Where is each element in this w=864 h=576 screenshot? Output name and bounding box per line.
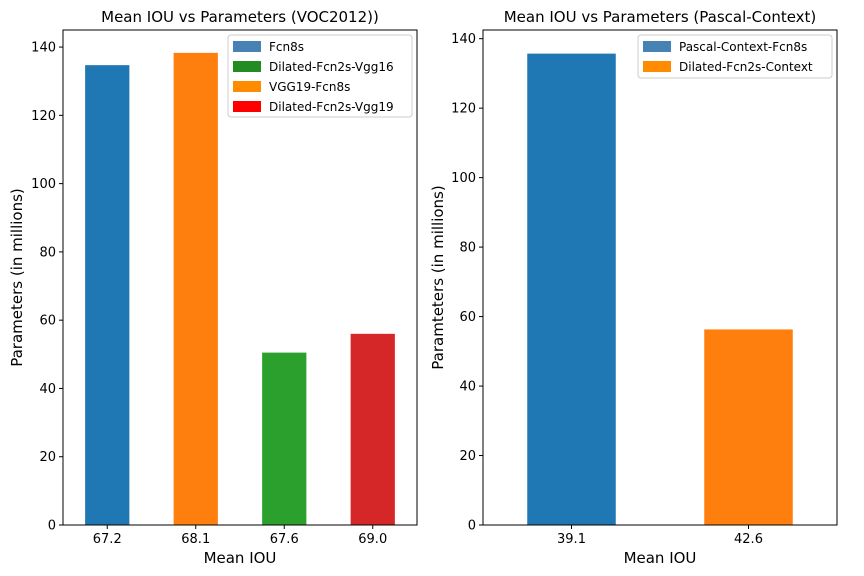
x-tick-label: 67.6 <box>270 532 299 547</box>
y-tick-label: 40 <box>39 382 56 397</box>
bar-group <box>527 53 793 525</box>
plot-frame <box>62 29 418 526</box>
legend-label: VGG19-Fcn8s <box>269 80 350 94</box>
x-tick-label: 69.0 <box>358 532 387 547</box>
y-axis-label: Parameters (in millions) <box>8 188 26 367</box>
x-axis-label: Mean IOU <box>204 549 277 567</box>
plot-frame <box>482 29 838 526</box>
y-tick-label: 0 <box>468 519 476 534</box>
bar-67-6 <box>262 352 307 525</box>
y-tick-label: 20 <box>39 450 56 465</box>
y-axis: 0 20 40 60 80 100 120 140 <box>31 41 63 534</box>
x-tick-label: 68.1 <box>181 532 210 547</box>
legend-label: Dilated-Fcn2s-Context <box>679 60 813 74</box>
y-tick-label: 60 <box>39 314 56 329</box>
chart-title: Mean IOU vs Parameters (VOC2012)) <box>101 8 379 26</box>
x-tick-label: 39.1 <box>557 532 586 547</box>
y-tick-label: 80 <box>459 241 476 256</box>
legend: Pascal-Context-Fcn8s Dilated-Fcn2s-Contex… <box>637 34 833 79</box>
y-tick-label: 80 <box>39 245 56 260</box>
y-tick-label: 20 <box>459 449 476 464</box>
x-axis: 67.2 68.1 67.6 69.0 <box>93 525 387 547</box>
y-tick-label: 100 <box>31 177 56 192</box>
legend-label: Dilated-Fcn2s-Vgg16 <box>269 60 394 74</box>
legend-frame <box>227 34 413 118</box>
y-tick-label: 60 <box>459 310 476 325</box>
x-tick-label: 67.2 <box>93 532 122 547</box>
chart-voc2012: Mean IOU vs Parameters (VOC2012)) 0 20 40 6… <box>8 8 418 567</box>
legend: Fcn8s Dilated-Fcn2s-Vgg16 VGG19-Fcn8s Dilat… <box>227 34 413 118</box>
y-tick-label: 140 <box>451 32 476 47</box>
bar-68-1 <box>173 52 218 526</box>
chart-pascal-context: Mean IOU vs Parameters (Pascal-Context) … <box>429 8 838 567</box>
x-axis-label: Mean IOU <box>624 549 697 567</box>
x-tick-label: 42.6 <box>734 532 763 547</box>
y-axis-label: Paramteters (in millions) <box>429 185 447 369</box>
legend-label: Fcn8s <box>269 40 304 54</box>
y-axis: 0 20 40 60 80 100 120 140 <box>451 32 483 534</box>
bar-67-2 <box>85 65 130 525</box>
legend-swatch <box>233 101 261 112</box>
y-tick-label: 120 <box>31 109 56 124</box>
bar-69-0 <box>350 333 395 525</box>
y-tick-label: 140 <box>31 41 56 56</box>
y-tick-label: 0 <box>48 519 56 534</box>
chart-title: Mean IOU vs Parameters (Pascal-Context) <box>504 8 817 26</box>
y-tick-label: 40 <box>459 380 476 395</box>
bar-39-1 <box>527 53 616 525</box>
legend-swatch <box>233 81 261 92</box>
legend-swatch <box>643 41 671 52</box>
y-tick-label: 100 <box>451 171 476 186</box>
legend-swatch <box>233 41 261 52</box>
legend-label: Dilated-Fcn2s-Vgg19 <box>269 100 394 114</box>
legend-swatch <box>233 61 261 72</box>
bar-group <box>85 52 395 526</box>
x-axis: 39.1 42.6 <box>557 525 763 547</box>
y-tick-label: 120 <box>451 102 476 117</box>
legend-swatch <box>643 61 671 72</box>
legend-frame <box>637 34 833 79</box>
bar-42-6 <box>704 329 793 525</box>
legend-label: Pascal-Context-Fcn8s <box>679 40 807 54</box>
